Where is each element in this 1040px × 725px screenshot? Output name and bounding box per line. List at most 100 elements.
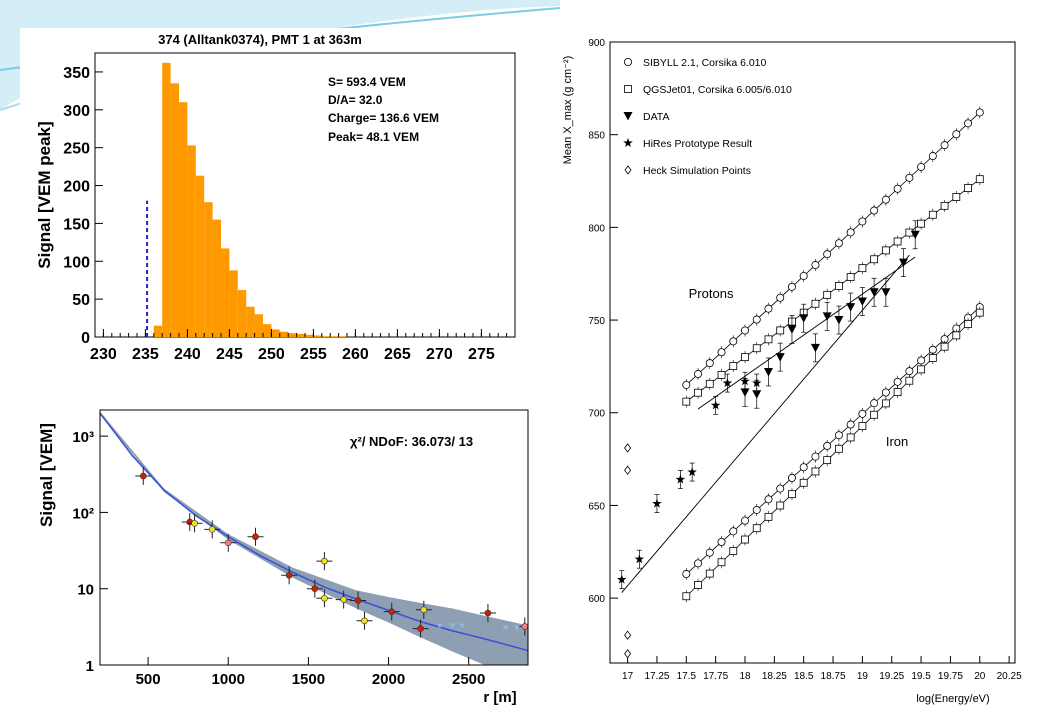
xmax-data-point [616, 574, 627, 584]
histogram-panel: 374 (Alltank0374), PMT 1 at 363m 230 235 2… [20, 28, 528, 383]
xmax-simulation-point [811, 452, 820, 461]
xmax-x-tick-label: 19.5 [911, 671, 931, 682]
xmax-simulation-point [928, 210, 937, 219]
histogram-bar [338, 336, 347, 337]
xmax-simulation-point [893, 184, 902, 193]
histogram-y-tick-label: 300 [63, 103, 90, 120]
ldf-x-tick-label: 2000 [372, 671, 405, 688]
ldf-y-tick-label: 10² [72, 505, 94, 522]
xmax-simulation-point [881, 399, 890, 408]
histogram-bar [229, 270, 238, 337]
xmax-data-point [675, 474, 686, 484]
xmax-x-tick-label: 17.75 [703, 671, 728, 682]
xmax-simulation-point [905, 376, 914, 385]
xmax-y-axis-label: Mean X_max (g cm⁻²) [562, 56, 574, 165]
xmax-simulation-point [740, 516, 749, 525]
xmax-simulation-point [823, 250, 832, 259]
histogram-x-tick-label: 275 [468, 346, 495, 363]
ldf-x-tick-label: 2500 [452, 671, 485, 688]
histogram-x-tick-label: 230 [90, 346, 117, 363]
xmax-simulation-point [799, 271, 808, 280]
xmax-simulation-point [740, 326, 749, 335]
histogram-y-tick-label: 50 [72, 292, 90, 309]
xmax-annotation-protons: Protons [689, 286, 734, 301]
station-data-points [135, 467, 528, 638]
ldf-fit-line [100, 412, 528, 652]
histogram-bar [212, 219, 221, 337]
histogram-bar [296, 333, 305, 337]
xmax-simulation-point [928, 354, 937, 362]
xmax-data-point [910, 230, 920, 240]
xmax-x-tick-label: 18.75 [821, 671, 846, 682]
lateral-distribution-panel: 500 1000 1500 2000 2500 10³ 10² 10 1 χ²/ NDoF: … [20, 400, 550, 715]
xmax-simulation-point [858, 409, 867, 418]
xmax-simulation-point [752, 505, 761, 514]
xmax-simulation-point [752, 524, 761, 533]
histogram-bar [162, 62, 171, 337]
xmax-simulation-point [764, 495, 773, 504]
xmax-simulation-point [776, 501, 785, 510]
xmax-legend-marker [624, 58, 633, 67]
xmax-x-tick-label: 19.75 [938, 671, 963, 682]
xmax-simulation-point [940, 342, 949, 351]
histogram-y-axis-label: Signal [VEM peak] [35, 121, 54, 268]
xmax-simulation-point [964, 320, 972, 328]
xmax-simulation-point [682, 397, 691, 406]
xmax-data-point [763, 367, 773, 377]
xmax-data-point [652, 498, 662, 508]
xmax-simulation-point [952, 193, 961, 201]
xmax-y-tick-label: 900 [588, 38, 605, 49]
histogram-x-ticks: 230 235 240 245 250 255 260 265 270 275 [90, 329, 516, 363]
histogram-bar [153, 325, 163, 337]
ldf-upper-limit-point [459, 623, 466, 629]
xmax-legend: SIBYLL 2.1, Corsika 6.010 QGSJet01, Corsi… [623, 57, 792, 177]
ldf-x-tick-label: 500 [136, 671, 161, 688]
xmax-simulation-point [940, 141, 949, 150]
xmax-simulation-point [917, 365, 925, 374]
xmax-simulation-point [776, 326, 785, 335]
xmax-simulation-point [682, 592, 691, 601]
ldf-y-ticks: 10³ 10² 10 1 [72, 429, 108, 675]
xmax-simulation-point [705, 379, 714, 388]
xmax-simulation-point [705, 359, 714, 368]
xmax-simulation-point [952, 331, 961, 340]
ldf-station-point [420, 606, 428, 614]
xmax-simulation-point [975, 308, 984, 317]
uncertainty-band [100, 411, 528, 665]
xmax-simulation-point [717, 371, 726, 379]
histogram-bar [288, 333, 297, 337]
xmax-simulation-point [905, 173, 914, 182]
ldf-station-point [252, 533, 259, 541]
ldf-frame [99, 409, 529, 666]
xmax-simulation-point [764, 335, 773, 344]
xmax-simulation-point [893, 388, 902, 396]
xmax-simulation-point [940, 201, 949, 210]
xmax-x-axis-label: log(Energy/eV) [916, 693, 989, 705]
histogram-bar [263, 324, 272, 337]
xmax-simulation-point [893, 377, 902, 386]
xmax-legend-label: HiRes Prototype Result [643, 138, 752, 150]
histogram-bar [305, 334, 314, 337]
xmax-simulation-point [694, 559, 703, 568]
xmax-data-point [775, 353, 785, 362]
ldf-upper-limit-point [502, 625, 509, 631]
ldf-y-axis-label: Signal [VEM] [37, 423, 56, 527]
xmax-simulation-point [811, 299, 820, 308]
xmax-simulation-point [881, 246, 890, 255]
xmax-x-tick-label: 19.25 [879, 671, 904, 682]
histogram-x-tick-label: 270 [426, 346, 453, 363]
signal-histogram-chart: 374 (Alltank0374), PMT 1 at 363m 230 235 2… [35, 32, 516, 363]
histogram-y-tick-label: 100 [63, 254, 90, 271]
xmax-simulation-point [764, 304, 773, 313]
histogram-bar [313, 335, 322, 337]
xmax-data-point [810, 343, 820, 353]
xmax-y-ticks: 600 650 700 750 800 850 900 [588, 38, 618, 605]
histogram-y-tick-label: 150 [63, 216, 90, 233]
histogram-bar [179, 102, 188, 337]
xmax-simulation-point [846, 273, 855, 281]
ldf-station-point [139, 472, 147, 480]
ldf-station-point [321, 594, 328, 602]
xmax-data-point [624, 630, 632, 640]
xmax-simulation-point [729, 546, 738, 555]
stat-da: D/A= 32.0 [328, 93, 383, 107]
